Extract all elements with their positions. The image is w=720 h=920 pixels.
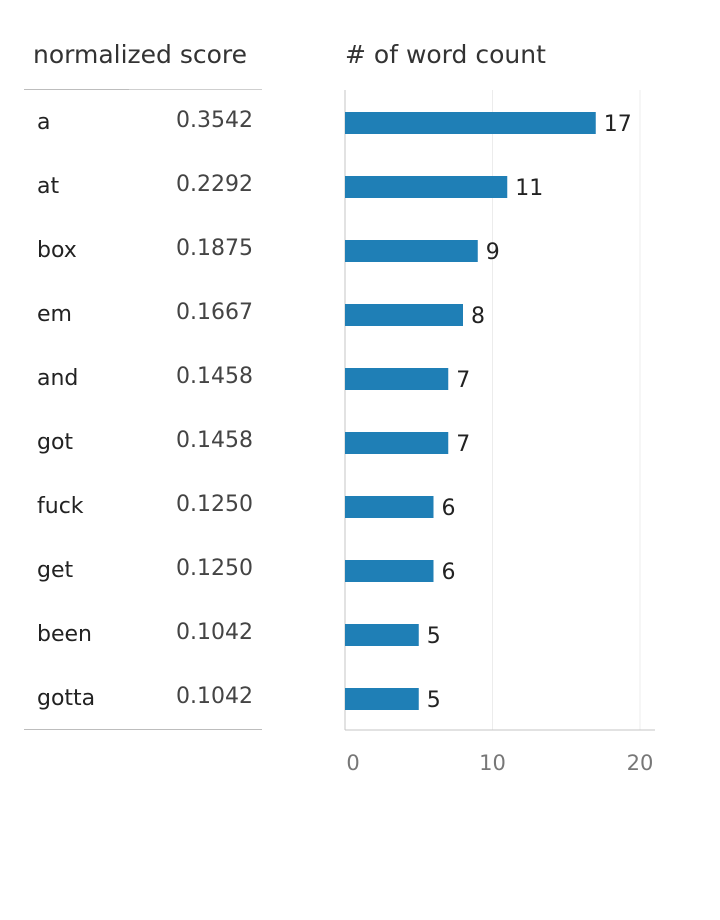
table-row: got 0.1458 [24, 412, 262, 476]
table-header-rule-accent [24, 89, 129, 90]
table-score: 0.1042 [176, 620, 253, 645]
table-score: 0.1042 [176, 684, 253, 709]
bar [345, 624, 419, 646]
table-header-rule [24, 89, 262, 90]
table-word: at [37, 174, 60, 199]
table-score: 0.2292 [176, 172, 253, 197]
table-bottom-rule [24, 729, 262, 730]
bar [345, 688, 419, 710]
bar [345, 240, 478, 262]
table-word: gotta [37, 686, 96, 711]
bar [345, 368, 449, 390]
table-word: been [37, 622, 92, 647]
chart-title: # of word count [345, 40, 546, 69]
table-score: 0.1667 [176, 300, 253, 325]
bar [345, 432, 449, 454]
bar-data-label: 5 [427, 624, 441, 649]
table-score: 0.3542 [176, 108, 253, 133]
bar-data-label: 17 [604, 112, 632, 137]
bar-data-label: 7 [456, 432, 470, 457]
bar-data-label: 8 [471, 304, 485, 329]
bar-data-label: 6 [442, 496, 456, 521]
table-word: get [37, 558, 74, 583]
bar-data-label: 5 [427, 688, 441, 713]
table-score: 0.1458 [176, 428, 253, 453]
table-score: 0.1875 [176, 236, 253, 261]
table-word: box [37, 238, 77, 263]
table-word: fuck [37, 494, 84, 519]
bar-data-label: 7 [456, 368, 470, 393]
bar [345, 496, 434, 518]
table-row: a 0.3542 [24, 92, 262, 156]
table-word: and [37, 366, 79, 391]
table-word: got [37, 430, 74, 455]
table-row: been 0.1042 [24, 604, 262, 668]
bar [345, 176, 508, 198]
x-tick-label: 0 [346, 751, 359, 775]
bar-data-label: 6 [442, 560, 456, 585]
x-tick-label: 20 [627, 751, 654, 775]
table-score: 0.1250 [176, 556, 253, 581]
bar-data-label: 9 [486, 240, 500, 265]
table-score: 0.1250 [176, 492, 253, 517]
bar-data-label: 11 [515, 176, 543, 201]
table-row: gotta 0.1042 [24, 668, 262, 732]
table-word: em [37, 302, 72, 327]
bar [345, 304, 463, 326]
table-row: fuck 0.1250 [24, 476, 262, 540]
bar [345, 560, 434, 582]
table-row: and 0.1458 [24, 348, 262, 412]
bar [345, 112, 596, 134]
table-row: at 0.2292 [24, 156, 262, 220]
x-tick-label: 10 [479, 751, 506, 775]
table-row: get 0.1250 [24, 540, 262, 604]
table-word: a [37, 110, 51, 135]
table-score: 0.1458 [176, 364, 253, 389]
table-row: box 0.1875 [24, 220, 262, 284]
table-row: em 0.1667 [24, 284, 262, 348]
table-header: normalized score [33, 40, 248, 69]
